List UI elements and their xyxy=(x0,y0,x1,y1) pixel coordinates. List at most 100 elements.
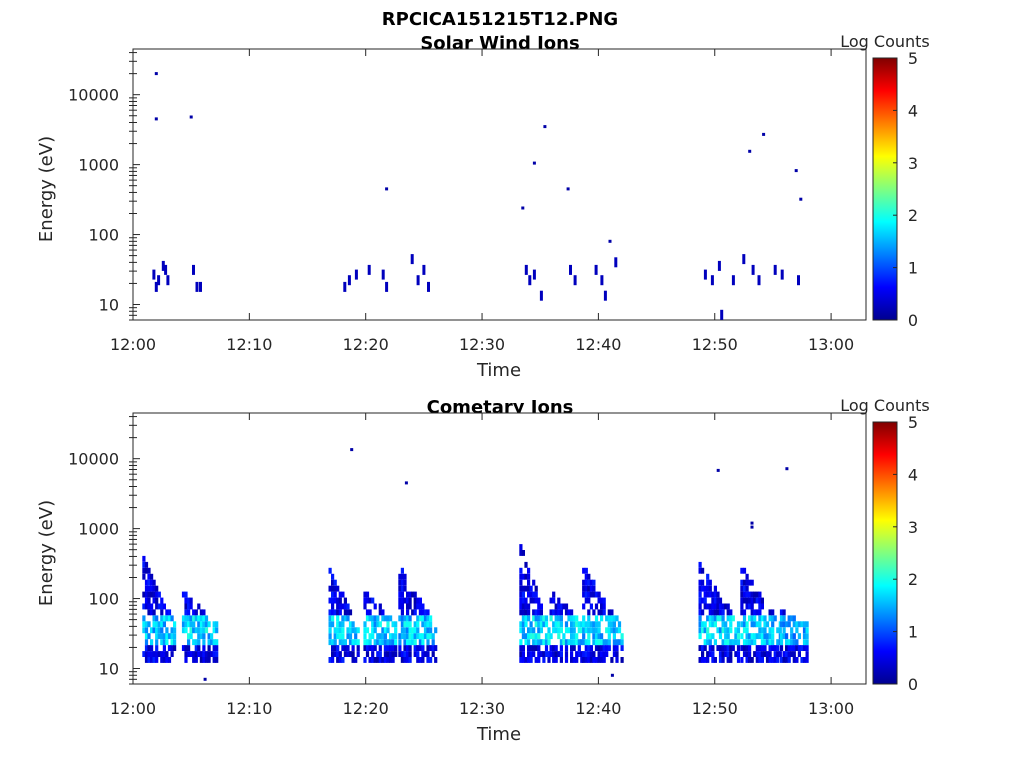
heatmap-cell xyxy=(197,645,201,651)
heatmap-cell xyxy=(170,651,174,657)
heatmap-cell xyxy=(331,603,335,610)
heatmap-cell xyxy=(333,597,337,604)
heatmap-cell xyxy=(779,657,784,663)
heatmap-cell xyxy=(210,639,214,646)
heatmap-cell xyxy=(721,621,725,628)
heatmap-cell xyxy=(612,633,616,640)
colorbar-label: Log Counts xyxy=(840,396,930,415)
heatmap-cell xyxy=(167,657,172,663)
heatmap-cell xyxy=(343,651,347,657)
heatmap-cell xyxy=(160,609,164,616)
heatmap-cell xyxy=(771,621,775,628)
heatmap-cell xyxy=(549,633,553,640)
heatmap-cell xyxy=(729,639,733,646)
heatmap-cell xyxy=(734,651,738,657)
heatmap-cell xyxy=(413,603,417,610)
heatmap-cell xyxy=(363,597,367,604)
x-tick-label: 12:00 xyxy=(110,335,156,354)
heatmap-cell xyxy=(403,579,407,586)
heatmap-cell xyxy=(416,657,420,663)
heatmap-cell xyxy=(184,627,188,634)
heatmap-cell xyxy=(147,621,151,628)
heatmap-cell xyxy=(162,603,166,610)
heatmap-cell xyxy=(582,633,586,640)
heatmap-cell xyxy=(373,645,377,651)
heatmap-cell xyxy=(423,615,428,622)
heatmap-cell xyxy=(386,621,390,628)
heatmap-cell xyxy=(779,609,784,616)
heatmap-cell xyxy=(731,615,735,622)
heatmap-cell xyxy=(795,639,799,646)
heatmap-cell xyxy=(155,603,159,610)
heatmap-cell xyxy=(740,621,744,628)
heatmap-cell xyxy=(408,627,412,634)
heatmap-cell xyxy=(701,579,705,586)
heatmap-cell xyxy=(197,651,201,657)
heatmap-cell xyxy=(199,657,203,663)
heatmap-cell xyxy=(212,621,216,628)
heatmap-cell xyxy=(519,585,523,592)
heatmap-cell xyxy=(580,621,584,628)
heatmap-cell xyxy=(559,627,563,634)
heatmap-cell xyxy=(341,603,345,610)
heatmap-cell xyxy=(716,597,720,604)
heatmap-cell xyxy=(592,633,596,640)
heatmap-cell xyxy=(729,645,733,651)
heatmap-cell xyxy=(368,645,372,651)
heatmap-cell xyxy=(429,633,433,640)
heatmap-cell xyxy=(760,603,764,610)
heatmap-cell xyxy=(528,275,532,286)
heatmap-cell xyxy=(202,639,206,646)
heatmap-cell xyxy=(745,627,749,634)
y-tick-label: 1000 xyxy=(78,520,119,539)
heatmap-cell xyxy=(592,591,596,598)
heatmap-cell xyxy=(350,448,354,452)
heatmap-cell xyxy=(348,639,353,646)
heatmap-cell xyxy=(716,645,720,651)
heatmap-cell xyxy=(773,615,777,622)
heatmap-cell xyxy=(758,591,762,598)
heatmap-cell xyxy=(731,645,735,651)
heatmap-cell xyxy=(584,657,588,663)
heatmap-cell xyxy=(184,603,188,610)
heatmap-cell xyxy=(524,621,528,628)
heatmap-cell xyxy=(708,591,712,598)
heatmap-cell xyxy=(527,609,531,616)
heatmap-cell xyxy=(740,633,744,640)
heatmap-cell xyxy=(587,645,591,651)
heatmap-cell xyxy=(706,657,710,663)
heatmap-cell xyxy=(341,645,345,651)
heatmap-cell xyxy=(150,591,154,598)
heatmap-cell xyxy=(389,657,393,663)
heatmap-cell xyxy=(771,639,775,646)
heatmap-cell xyxy=(753,609,757,616)
heatmap-cell xyxy=(524,561,528,568)
heatmap-cell xyxy=(144,567,149,574)
heatmap-cell xyxy=(771,657,775,663)
heatmap-cell xyxy=(192,621,196,628)
heatmap-cell xyxy=(529,585,533,592)
heatmap-cell xyxy=(800,621,804,628)
heatmap-cell xyxy=(165,657,169,663)
heatmap-cell xyxy=(589,645,593,651)
heatmap-cell xyxy=(763,621,767,628)
heatmap-cell xyxy=(758,627,762,634)
heatmap-cell xyxy=(760,597,764,604)
heatmap-cell xyxy=(773,645,777,651)
heatmap-cell xyxy=(341,627,345,634)
heatmap-cell xyxy=(173,645,177,651)
heatmap-cell xyxy=(607,633,611,640)
heatmap-cell xyxy=(336,609,340,616)
heatmap-cell xyxy=(758,621,762,628)
heatmap-cell xyxy=(802,633,807,640)
heatmap-cell xyxy=(212,645,216,651)
heatmap-cell xyxy=(147,651,151,657)
heatmap-cell xyxy=(736,627,741,634)
heatmap-cell xyxy=(779,645,784,651)
heatmap-cell xyxy=(716,603,720,610)
heatmap-cell xyxy=(519,651,523,657)
heatmap-cell xyxy=(368,615,372,622)
heatmap-cell xyxy=(758,657,762,663)
heatmap-cell xyxy=(554,609,558,616)
heatmap-cell xyxy=(600,639,604,646)
